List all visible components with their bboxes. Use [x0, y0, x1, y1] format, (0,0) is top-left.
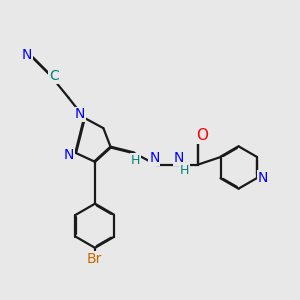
Text: Br: Br — [87, 252, 102, 266]
Text: N: N — [75, 107, 85, 122]
Text: N: N — [149, 151, 160, 165]
Text: H: H — [131, 154, 140, 167]
Text: N: N — [64, 148, 74, 162]
Text: N: N — [174, 151, 184, 165]
Text: N: N — [258, 171, 268, 185]
Text: N: N — [22, 48, 32, 62]
Text: H: H — [179, 164, 189, 177]
Text: C: C — [49, 69, 59, 83]
Text: O: O — [196, 128, 208, 143]
